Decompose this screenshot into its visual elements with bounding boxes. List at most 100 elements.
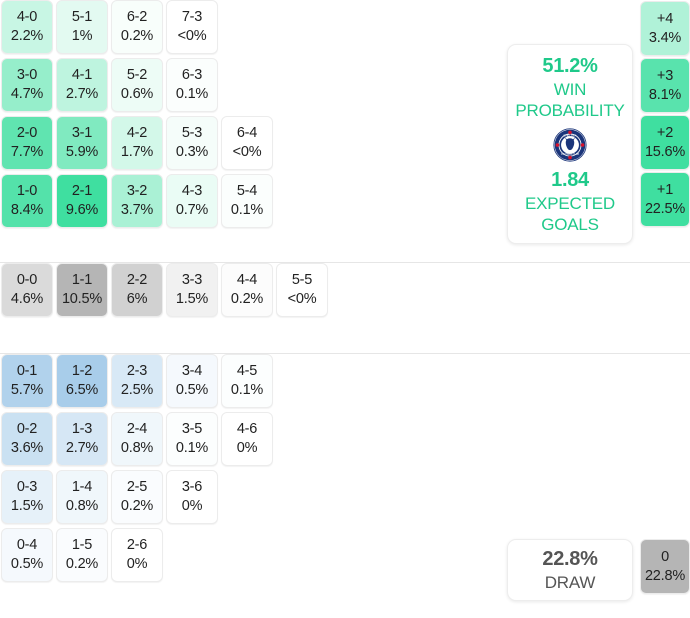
scoreline-cell[interactable]: 5-2 0.6% [111, 58, 163, 112]
scoreline-probability: 5.7% [10, 382, 44, 398]
scoreline-label: 2-4 [126, 421, 148, 437]
scoreline-probability: 0% [181, 498, 203, 514]
scoreline-label: 4-1 [71, 67, 93, 83]
scoreline-cell[interactable]: 2-1 9.6% [56, 174, 108, 228]
scoreline-label: 3-0 [16, 67, 38, 83]
scoreline-cell[interactable]: 2-3 2.5% [111, 354, 163, 408]
scoreline-label: 4-3 [181, 183, 203, 199]
scoreline-cell[interactable]: 1-2 6.5% [56, 354, 108, 408]
scoreline-cell[interactable]: 2-6 0% [111, 528, 163, 582]
scoreline-label: 0-1 [16, 363, 38, 379]
scoreline-label: 4-6 [236, 421, 258, 437]
scoreline-cell[interactable]: 5-5 <0% [276, 263, 328, 317]
section-divider-1 [0, 262, 690, 263]
scoreline-probability: 10.5% [61, 291, 103, 307]
scoreline-cell[interactable]: 0-0 4.6% [1, 263, 53, 317]
scoreline-cell[interactable]: 4-0 2.2% [1, 0, 53, 54]
supremacy-probability: 22.5% [644, 200, 686, 217]
scoreline-cell[interactable]: 3-4 0.5% [166, 354, 218, 408]
supremacy-probability: 15.6% [644, 143, 686, 160]
scoreline-probability: 0.1% [175, 440, 209, 456]
scoreline-label: 2-0 [16, 125, 38, 141]
scoreline-row: 0-1 5.7% 1-2 6.5% 2-3 2.5% 3-4 0.5% 4-5 0.1% [1, 354, 276, 410]
draw-percentage: 22.8% [542, 548, 598, 570]
supremacy-cell[interactable]: +2 15.6% [640, 115, 690, 170]
supremacy-margin-label: +2 [656, 124, 674, 141]
scoreline-probability: <0% [287, 291, 317, 307]
scoreline-row: 1-0 8.4% 2-1 9.6% 3-2 3.7% 4-3 0.7% 5-4 0.1% [1, 174, 276, 230]
scoreline-row: 0-2 3.6% 1-3 2.7% 2-4 0.8% 3-5 0.1% 4-6 0% [1, 412, 276, 468]
scoreline-cell[interactable]: 3-1 5.9% [56, 116, 108, 170]
scoreline-cell[interactable]: 3-6 0% [166, 470, 218, 524]
scoreline-probability: 1.5% [10, 498, 44, 514]
scoreline-cell[interactable]: 3-3 1.5% [166, 263, 218, 317]
scoreline-probability: 2.2% [10, 28, 44, 44]
scoreline-probability: 9.6% [65, 202, 99, 218]
scoreline-cell[interactable]: 0-2 3.6% [1, 412, 53, 466]
home-expected-goals-value: 1.84 [551, 168, 589, 191]
scoreline-cell[interactable]: 7-3 <0% [166, 0, 218, 54]
chelsea-crest-icon: CHELSEA FOOTBALL CLUB [553, 127, 587, 162]
scoreline-cell[interactable]: 1-3 2.7% [56, 412, 108, 466]
scoreline-label: 0-2 [16, 421, 38, 437]
scoreline-label: 0-0 [16, 272, 38, 288]
supremacy-margin-label: 0 [661, 548, 669, 565]
scoreline-cell[interactable]: 2-5 0.2% [111, 470, 163, 524]
scoreline-cell[interactable]: 3-5 0.1% [166, 412, 218, 466]
scoreline-label: 3-3 [181, 272, 203, 288]
svg-text:CHELSEA: CHELSEA [563, 133, 577, 137]
scoreline-cell[interactable]: 1-1 10.5% [56, 263, 108, 317]
scoreline-cell[interactable]: 5-3 0.3% [166, 116, 218, 170]
scoreline-probability: 6.5% [65, 382, 99, 398]
scoreline-cell[interactable]: 4-6 0% [221, 412, 273, 466]
scoreline-probability: 0.5% [175, 382, 209, 398]
scoreline-label: 4-0 [16, 9, 38, 25]
scoreline-cell[interactable]: 3-2 3.7% [111, 174, 163, 228]
scoreline-cell[interactable]: 2-0 7.7% [1, 116, 53, 170]
scoreline-cell[interactable]: 4-2 1.7% [111, 116, 163, 170]
scoreline-probability: 4.7% [10, 86, 44, 102]
home-scoreline-grid: 4-0 2.2% 5-1 1% 6-2 0.2% 7-3 <0% 3-0 4.7% 4-1 2.7% 5… [1, 0, 276, 232]
supremacy-margin-label: +4 [656, 10, 674, 27]
scoreline-probability: 0.5% [10, 556, 44, 572]
scoreline-cell[interactable]: 0-4 0.5% [1, 528, 53, 582]
home-win-section: 4-0 2.2% 5-1 1% 6-2 0.2% 7-3 <0% 3-0 4.7% 4-1 2.7% 5… [0, 0, 690, 262]
scoreline-cell[interactable]: 1-0 8.4% [1, 174, 53, 228]
scoreline-cell[interactable]: 6-4 <0% [221, 116, 273, 170]
supremacy-cell[interactable]: +1 22.5% [640, 172, 690, 227]
scoreline-probability: 5.9% [65, 144, 99, 160]
supremacy-cell[interactable]: +4 3.4% [640, 1, 690, 56]
scoreline-probability: <0% [232, 144, 262, 160]
scoreline-cell[interactable]: 3-0 4.7% [1, 58, 53, 112]
scoreline-label: 5-5 [291, 272, 313, 288]
scoreline-row: 2-0 7.7% 3-1 5.9% 4-2 1.7% 5-3 0.3% 6-4 <0% [1, 116, 276, 172]
scoreline-probability: 0.2% [120, 28, 154, 44]
scoreline-label: 1-5 [71, 537, 93, 553]
scoreline-cell[interactable]: 5-4 0.1% [221, 174, 273, 228]
scoreline-label: 3-4 [181, 363, 203, 379]
draw-scoreline-grid: 0-0 4.6% 1-1 10.5% 2-2 6% 3-3 1.5% 4-4 0.2% 5-5 <0% [1, 263, 331, 321]
home-win-probability-card[interactable]: 51.2% WIN PROBABILITY CHELSEA FOOTBALL C… [507, 44, 633, 244]
scoreline-cell[interactable]: 4-1 2.7% [56, 58, 108, 112]
scoreline-cell[interactable]: 4-5 0.1% [221, 354, 273, 408]
scoreline-cell[interactable]: 5-1 1% [56, 0, 108, 54]
section-divider-2 [0, 353, 690, 354]
supremacy-margin-label: +1 [656, 181, 674, 198]
scoreline-cell[interactable]: 2-2 6% [111, 263, 163, 317]
home-win-label: WIN PROBABILITY [515, 79, 625, 120]
scoreline-probability: 8.4% [10, 202, 44, 218]
scoreline-cell[interactable]: 0-3 1.5% [1, 470, 53, 524]
scoreline-cell[interactable]: 0-1 5.7% [1, 354, 53, 408]
scoreline-cell[interactable]: 1-4 0.8% [56, 470, 108, 524]
scoreline-cell[interactable]: 4-3 0.7% [166, 174, 218, 228]
scoreline-cell[interactable]: 6-2 0.2% [111, 0, 163, 54]
supremacy-cell[interactable]: +3 8.1% [640, 58, 690, 113]
draw-probability-card[interactable]: 22.8% DRAW [507, 539, 633, 601]
away-scoreline-grid: 0-1 5.7% 1-2 6.5% 2-3 2.5% 3-4 0.5% 4-5 0.1% 0-2 3.… [1, 354, 276, 586]
scoreline-cell[interactable]: 2-4 0.8% [111, 412, 163, 466]
scoreline-cell[interactable]: 4-4 0.2% [221, 263, 273, 317]
scoreline-cell[interactable]: 1-5 0.2% [56, 528, 108, 582]
scoreline-probability: 3.6% [10, 440, 44, 456]
scoreline-cell[interactable]: 6-3 0.1% [166, 58, 218, 112]
scoreline-label: 0-4 [16, 537, 38, 553]
